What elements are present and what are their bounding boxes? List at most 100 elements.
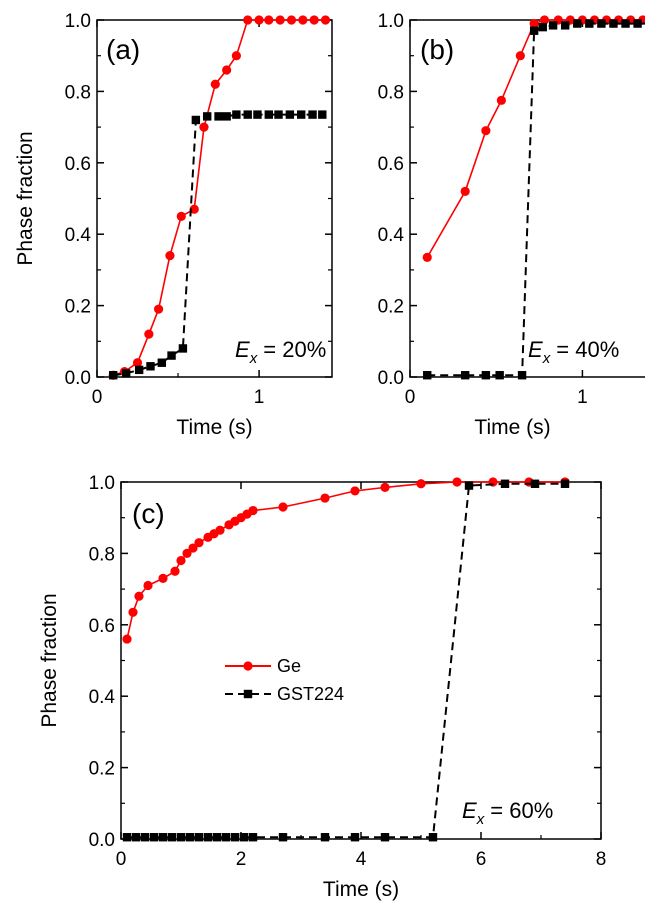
x-axis-label: Time (s) xyxy=(176,416,252,439)
plot-area xyxy=(108,15,331,380)
y-tick-label: 0.6 xyxy=(89,616,115,637)
y-tick-label: 0.2 xyxy=(65,297,91,318)
data-point-gst xyxy=(230,833,240,842)
data-point-ge xyxy=(132,358,143,368)
x-tick-label: 6 xyxy=(476,849,487,870)
data-point-gst xyxy=(149,833,159,842)
data-point-ge xyxy=(481,126,491,136)
data-point-ge xyxy=(278,502,288,512)
data-point-ge xyxy=(380,482,390,492)
y-tick-label: 0.8 xyxy=(378,82,404,103)
panel-tag: (b) xyxy=(420,34,454,65)
data-point-gst xyxy=(212,833,222,842)
data-point-ge xyxy=(165,251,175,261)
data-point-gst xyxy=(158,833,168,842)
x-tick-label: 2 xyxy=(236,849,247,870)
data-point-gst xyxy=(253,110,262,119)
data-point-ge xyxy=(182,548,192,559)
legend-marker-gst xyxy=(243,689,253,699)
data-point-ge xyxy=(460,186,470,196)
y-tick-label: 0.6 xyxy=(378,154,404,175)
data-point-gst xyxy=(146,362,155,371)
data-point-gst xyxy=(285,110,295,119)
data-point-ge xyxy=(122,634,132,644)
data-point-gst xyxy=(380,833,390,842)
data-point-gst xyxy=(529,26,539,35)
ex-annotation: Ex = 20% xyxy=(235,337,326,367)
y-tick-label: 0.0 xyxy=(65,368,91,389)
data-point-ge xyxy=(210,79,220,89)
ex-subscript: x xyxy=(249,350,258,367)
data-point-gst xyxy=(264,110,273,119)
data-point-ge xyxy=(199,122,209,132)
series-line-ge xyxy=(112,19,326,376)
y-tick-label: 0.4 xyxy=(378,225,405,246)
data-point-ge xyxy=(144,329,154,339)
data-point-gst xyxy=(350,833,360,842)
data-point-ge xyxy=(320,15,331,25)
panel-tag: (c) xyxy=(132,498,165,529)
data-point-ge xyxy=(222,65,232,75)
data-point-ge xyxy=(128,607,138,617)
x-axis-label: Time (s) xyxy=(323,878,399,901)
data-point-gst xyxy=(178,344,188,353)
data-point-gst xyxy=(597,19,606,28)
data-point-ge xyxy=(320,493,330,503)
x-tick-label: 0 xyxy=(405,387,416,408)
ex-symbol: E xyxy=(462,798,477,823)
plot-frame xyxy=(96,19,333,378)
data-point-gst xyxy=(538,22,547,32)
ex-subscript: x xyxy=(476,811,485,828)
data-point-gst xyxy=(140,833,150,842)
x-axis-label: Time (s) xyxy=(474,416,550,439)
data-point-ge xyxy=(309,15,319,25)
data-point-gst xyxy=(633,19,642,28)
data-point-ge xyxy=(215,525,225,535)
ex-symbol: E xyxy=(528,337,543,362)
y-tick-label: 0.6 xyxy=(65,154,91,175)
data-point-gst xyxy=(621,19,630,28)
data-point-gst xyxy=(221,833,231,842)
data-point-ge xyxy=(452,477,462,487)
data-point-gst xyxy=(167,833,177,842)
data-point-ge xyxy=(134,591,144,601)
data-point-gst xyxy=(423,371,432,380)
data-point-gst xyxy=(203,833,213,842)
data-point-gst xyxy=(239,833,249,842)
plot-area xyxy=(422,15,645,380)
panel-tag: (a) xyxy=(106,34,140,65)
data-point-gst xyxy=(495,371,504,380)
y-tick-label: 0.8 xyxy=(89,544,115,565)
data-point-ge xyxy=(143,580,153,591)
data-point-ge xyxy=(170,566,180,576)
data-point-gst xyxy=(297,110,306,119)
data-point-ge xyxy=(286,15,297,25)
data-point-gst xyxy=(308,110,317,119)
data-point-gst xyxy=(573,19,582,28)
data-point-gst xyxy=(517,371,527,380)
data-point-gst xyxy=(134,365,144,375)
data-point-gst xyxy=(585,19,594,28)
data-point-gst xyxy=(157,358,167,367)
ex-value: = 60% xyxy=(484,798,553,823)
data-point-ge xyxy=(243,15,253,25)
y-axis-label: Phase fraction xyxy=(38,593,61,727)
data-point-ge xyxy=(194,538,204,548)
series-line-ge xyxy=(426,19,645,258)
ex-subscript: x xyxy=(542,350,551,367)
data-point-ge xyxy=(153,304,164,314)
data-point-ge xyxy=(264,15,274,25)
data-point-gst xyxy=(320,833,330,842)
x-tick-label: 8 xyxy=(596,849,607,870)
data-point-gst xyxy=(176,833,186,842)
y-tick-label: 0.8 xyxy=(65,82,91,103)
data-point-ge xyxy=(350,486,360,496)
ex-symbol: E xyxy=(235,337,250,362)
y-tick-label: 1.0 xyxy=(65,11,91,32)
data-point-gst xyxy=(185,833,195,842)
data-point-gst xyxy=(560,21,570,30)
data-point-gst xyxy=(278,833,288,842)
data-point-gst xyxy=(109,371,118,380)
ex-annotation: Ex = 60% xyxy=(462,798,553,828)
